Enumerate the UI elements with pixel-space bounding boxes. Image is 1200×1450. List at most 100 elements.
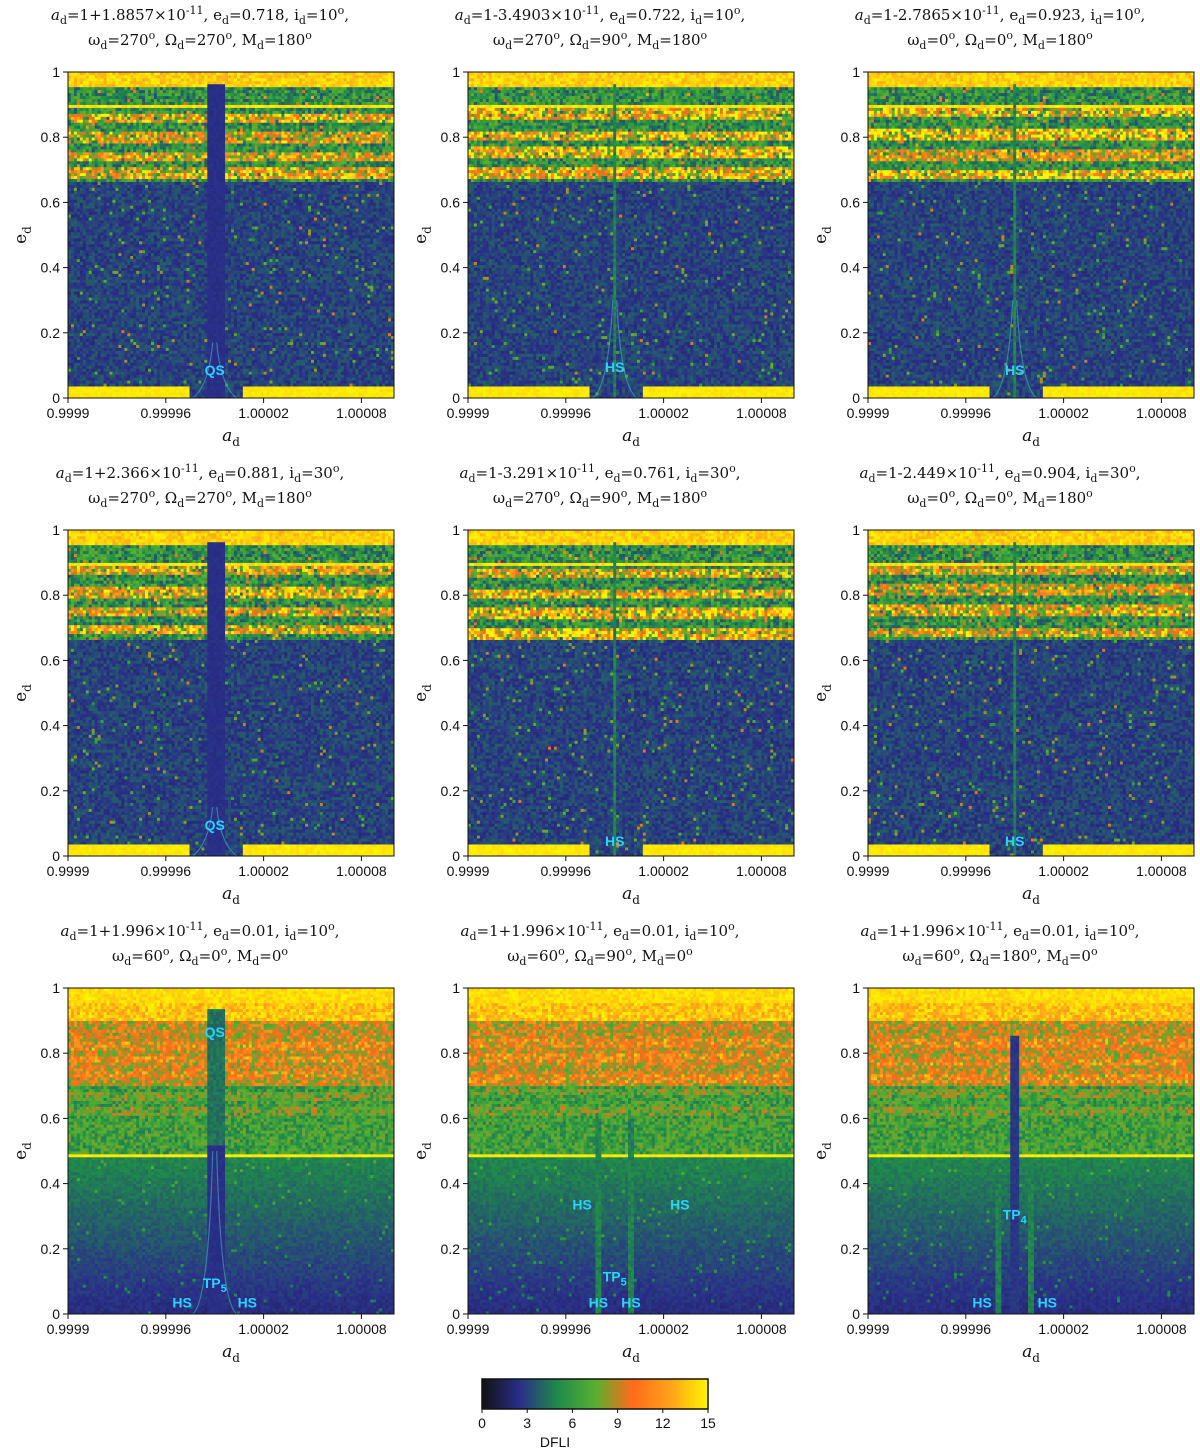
x-tick-label: 0.99996 [540,405,591,421]
annotation-label: HS [572,1197,591,1213]
y-tick-label: 0.6 [841,194,861,210]
dfli-panel-5: ad=1-3.291×10-11, ed=0.761, id=30o, ωd=27… [400,458,800,918]
heatmap-svg: 0.9999 0.99996 1.00002 1.0000800.20.40.60.8… [0,916,400,1376]
y-axis-label: ed [11,1142,34,1160]
y-tick-label: 0.4 [41,718,61,734]
colorbar: 0 3 6 9 12 15 DFLI [470,1375,730,1450]
heatmap-cells [468,530,794,856]
y-tick-label: 0.6 [441,1110,461,1126]
heatmap-cells [468,988,794,1314]
y-axis-label: ed [811,684,834,702]
y-tick-label: 1 [52,522,60,538]
y-tick-label: 0.2 [441,783,461,799]
heatmap-cells [868,72,1194,398]
y-tick-label: 0.8 [841,1045,861,1061]
colorbar-tick-label: 6 [569,1415,577,1431]
annotation-label: HS [589,1294,608,1310]
colorbar-tick-label: 9 [614,1415,622,1431]
x-tick-label: 0.99996 [140,863,191,879]
annotation-label: HS [1005,362,1024,378]
x-axis-label: ad [222,426,240,449]
y-tick-label: 0.6 [41,652,61,668]
annotation-label: HS [605,359,624,375]
y-tick-label: 0.4 [41,1176,61,1192]
y-tick-label: 0.2 [441,325,461,341]
annotation-label: HS [172,1294,191,1310]
heatmap-svg: 0.9999 0.99996 1.00002 1.0000800.20.40.60.8… [800,0,1200,460]
y-axis-label: ed [11,684,34,702]
y-tick-label: 0.2 [41,783,61,799]
x-tick-label: 1.00008 [736,863,787,879]
colorbar-tick-label: 15 [700,1415,716,1431]
x-axis-label: ad [1022,1342,1040,1365]
x-tick-label: 0.99996 [540,1321,591,1337]
heatmap-cells [68,530,394,856]
y-axis-label: ed [811,1142,834,1160]
x-tick-label: 0.99996 [140,405,191,421]
y-tick-label: 1 [452,64,460,80]
colorbar-gradient [482,1379,708,1409]
dfli-panel-2: ad=1-3.4903×10-11, ed=0.722, id=10o, ωd=2… [400,0,800,460]
y-tick-label: 0.2 [841,783,861,799]
y-axis-label: ed [411,226,434,244]
y-tick-label: 0.8 [441,129,461,145]
y-tick-label: 0.4 [841,718,861,734]
x-tick-label: 1.00002 [638,863,689,879]
y-tick-label: 0.2 [841,325,861,341]
y-axis-label: ed [811,226,834,244]
x-tick-label: 1.00002 [638,1321,689,1337]
y-tick-label: 0.4 [441,1176,461,1192]
y-tick-label: 0.6 [41,194,61,210]
x-axis-label: ad [622,426,640,449]
x-tick-label: 0.99996 [940,863,991,879]
x-axis-label: ad [1022,884,1040,907]
annotation-label: HS [605,833,624,849]
heatmap-svg: 0.9999 0.99996 1.00002 1.0000800.20.40.60.8… [0,0,400,460]
heatmap-svg: 0.9999 0.99996 1.00002 1.0000800.20.40.60.8… [400,916,800,1376]
x-tick-label: 0.9999 [447,405,490,421]
y-tick-label: 1 [452,522,460,538]
x-tick-label: 0.99996 [140,1321,191,1337]
y-axis-label: ed [411,684,434,702]
x-axis-label: ad [622,1342,640,1365]
dfli-panel-3: ad=1-2.7865×10-11, ed=0.923, id=10o, ωd=0… [800,0,1200,460]
colorbar-label: DFLI [540,1434,570,1450]
y-tick-label: 0.8 [841,129,861,145]
y-tick-label: 0.2 [841,1241,861,1257]
y-tick-label: 0.6 [41,1110,61,1126]
y-tick-label: 0.6 [441,194,461,210]
y-tick-label: 0.2 [41,325,61,341]
x-tick-label: 0.99996 [540,863,591,879]
y-axis-label: ed [411,1142,434,1160]
y-tick-label: 0.4 [841,260,861,276]
x-tick-label: 1.00002 [1038,863,1089,879]
heatmap-cells [68,988,394,1314]
annotation-label: HS [238,1294,257,1310]
colorbar-tick-label: 3 [523,1415,531,1431]
y-tick-label: 0 [852,1306,860,1322]
x-tick-label: 0.9999 [447,1321,490,1337]
y-tick-label: 1 [852,980,860,996]
x-tick-label: 1.00008 [336,405,387,421]
y-tick-label: 1 [852,522,860,538]
x-tick-label: 1.00008 [336,1321,387,1337]
x-tick-label: 1.00002 [1038,1321,1089,1337]
x-tick-label: 1.00002 [238,405,289,421]
y-tick-label: 0 [852,848,860,864]
annotation-label: HS [972,1294,991,1310]
y-tick-label: 0.8 [441,1045,461,1061]
dfli-panel-8: ad=1+1.996×10-11, ed=0.01, id=10o, ωd=60o… [400,916,800,1376]
y-tick-label: 0.8 [41,587,61,603]
x-tick-label: 1.00008 [1136,863,1187,879]
x-tick-label: 0.9999 [847,1321,890,1337]
x-tick-label: 1.00008 [736,1321,787,1337]
x-tick-label: 1.00008 [336,863,387,879]
y-tick-label: 0.8 [41,129,61,145]
heatmap-cells [468,72,794,398]
heatmap-svg: 0.9999 0.99996 1.00002 1.0000800.20.40.60.8… [800,458,1200,918]
x-tick-label: 0.9999 [47,863,90,879]
x-tick-label: 1.00008 [1136,405,1187,421]
y-tick-label: 0 [52,390,60,406]
y-tick-label: 0.6 [841,1110,861,1126]
heatmap-svg: 0.9999 0.99996 1.00002 1.0000800.20.40.60.8… [400,458,800,918]
